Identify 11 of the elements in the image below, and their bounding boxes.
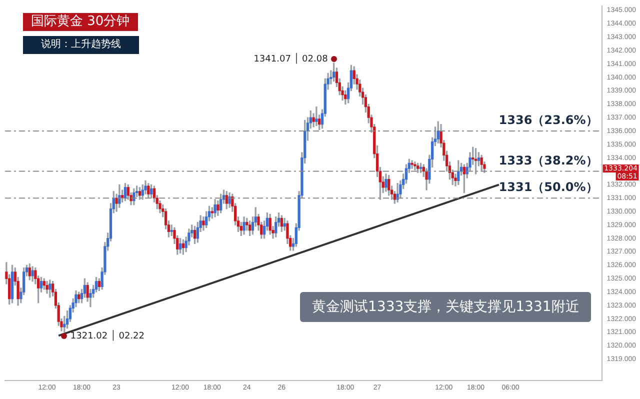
ref-line-label: 1336（23.6%） bbox=[498, 113, 598, 128]
annotation: 1341.07 │ 02.08 bbox=[254, 52, 328, 64]
candlestick bbox=[414, 162, 416, 170]
ref-line-label: 1331（50.0%） bbox=[498, 180, 598, 194]
candlestick bbox=[315, 106, 318, 126]
annotation: 1321.02 │ 02.22 bbox=[70, 329, 145, 342]
annotation: 黄金测试1333支撑，关键支撑见1331附近 bbox=[300, 292, 592, 322]
candlestick bbox=[410, 160, 414, 169]
title-banner: 国际黄金 30分钟 bbox=[23, 13, 138, 31]
ref-line-label: 1333（38.2%） bbox=[498, 153, 598, 168]
caption-banner: 说明：上升趋势线 bbox=[23, 36, 139, 54]
